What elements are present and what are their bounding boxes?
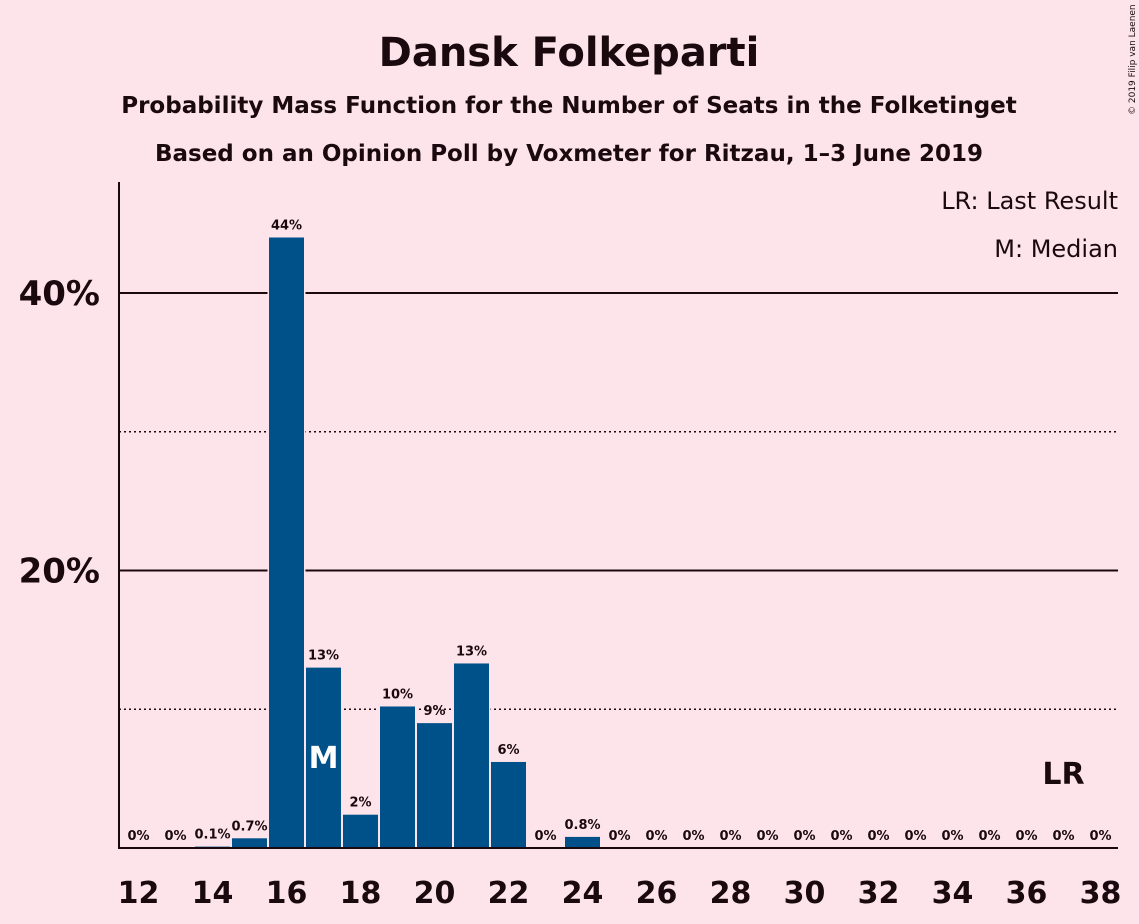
x-tick-label: 34	[932, 876, 974, 911]
copyright-text: © 2019 Filip van Laenen	[1128, 4, 1138, 115]
data-label-seat-21: 13%	[456, 644, 487, 659]
bar-seat-18	[343, 814, 378, 848]
data-label-seat-30: 0%	[793, 829, 815, 844]
median-marker: M	[309, 741, 339, 776]
data-label-seat-17: 13%	[308, 649, 339, 664]
chart-subtitle-poll: Based on an Opinion Poll by Voxmeter for…	[155, 141, 983, 167]
data-label-seat-23: 0%	[534, 829, 556, 844]
bar-seat-20	[417, 723, 452, 848]
x-tick-label: 36	[1006, 876, 1048, 911]
legend-median: M: Median	[994, 235, 1118, 263]
data-label-seat-37: 0%	[1052, 829, 1074, 844]
x-tick-label: 16	[266, 876, 308, 911]
data-label-seat-16: 44%	[271, 219, 302, 234]
bar-seat-21	[454, 663, 489, 848]
data-label-seat-35: 0%	[978, 829, 1000, 844]
bar-seat-16	[269, 237, 304, 848]
data-label-seat-19: 10%	[382, 687, 413, 702]
bar-halo	[193, 845, 232, 848]
data-label-seat-31: 0%	[830, 829, 852, 844]
bar-seat-22	[491, 761, 526, 848]
data-label-seat-14: 0.1%	[194, 828, 230, 843]
data-label-seat-29: 0%	[756, 829, 778, 844]
chart-title: Dansk Folkeparti	[379, 30, 760, 76]
data-label-seat-34: 0%	[941, 829, 963, 844]
x-tick-label: 14	[192, 876, 234, 911]
x-tick-label: 30	[784, 876, 826, 911]
x-tick-label: 32	[858, 876, 900, 911]
data-label-seat-24: 0.8%	[564, 818, 600, 833]
x-tick-label: 18	[340, 876, 382, 911]
data-label-seat-27: 0%	[682, 829, 704, 844]
data-labels: 0% 0% 0.1%0.7% 44% 13% 2% 10% 9% 13% 6% 0% 0.8% 0% 0%…	[127, 219, 1111, 845]
x-tick-label: 38	[1080, 876, 1122, 911]
x-tick-label: 26	[636, 876, 678, 911]
axes: 20% 40% 12 14 16 18 20 22 24 26 28 30 32 34 36 38	[19, 182, 1122, 911]
x-tick-label: 24	[562, 876, 604, 911]
data-label-seat-18: 2%	[349, 796, 371, 811]
x-tick-label: 28	[710, 876, 752, 911]
bar-seat-19	[380, 706, 415, 848]
data-label-seat-32: 0%	[867, 829, 889, 844]
data-label-seat-22: 6%	[497, 743, 519, 758]
data-label-seat-26: 0%	[645, 829, 667, 844]
chart-subtitle: Probability Mass Function for the Number…	[121, 93, 1017, 119]
last-result-marker: LR	[1042, 757, 1084, 792]
y-tick-label: 40%	[19, 274, 100, 314]
data-label-seat-33: 0%	[904, 829, 926, 844]
data-label-seat-13: 0%	[164, 829, 186, 844]
legend-last-result: LR: Last Result	[941, 187, 1118, 215]
data-label-seat-15: 0.7%	[231, 819, 267, 834]
bar-seat-24	[565, 836, 600, 848]
data-label-seat-20: 9%	[423, 704, 445, 719]
data-label-seat-12: 0%	[127, 829, 149, 844]
x-tick-label: 12	[118, 876, 160, 911]
bars	[193, 236, 602, 848]
data-label-seat-28: 0%	[719, 829, 741, 844]
y-tick-label: 20%	[19, 552, 100, 592]
x-tick-label: 22	[488, 876, 530, 911]
bar-seat-15	[232, 838, 267, 848]
data-label-seat-38: 0%	[1089, 829, 1111, 844]
x-tick-label: 20	[414, 876, 456, 911]
data-label-seat-25: 0%	[608, 829, 630, 844]
bar-seat-17	[306, 667, 341, 848]
data-label-seat-36: 0%	[1015, 829, 1037, 844]
